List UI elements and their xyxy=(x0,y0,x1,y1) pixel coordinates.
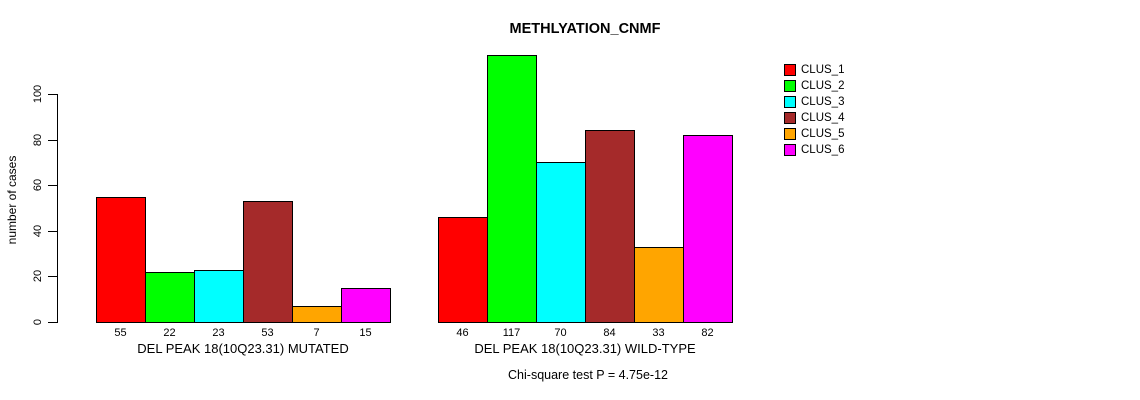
y-axis-tick-label: 100 xyxy=(32,84,44,104)
bar-value-label: 7 xyxy=(313,327,320,339)
y-axis-tick xyxy=(48,276,57,277)
bar-clus_3-group2 xyxy=(536,162,586,323)
y-axis-tick-label: 80 xyxy=(32,133,44,147)
chart-title: METHLYATION_CNMF xyxy=(509,21,661,37)
y-axis-tick xyxy=(48,140,57,141)
bar-value-label: 46 xyxy=(456,327,469,339)
bar-clus_4-group1 xyxy=(243,201,293,323)
bar-value-label: 23 xyxy=(212,327,225,339)
bar-value-label: 33 xyxy=(652,327,665,339)
bar-clus_2-group2 xyxy=(487,55,537,323)
legend-swatch-icon xyxy=(784,128,796,140)
bar-value-label: 22 xyxy=(163,327,176,339)
legend-item-clus_2: CLUS_2 xyxy=(784,78,844,94)
y-axis-line xyxy=(57,94,58,323)
y-axis-tick xyxy=(48,185,57,186)
legend-label: CLUS_2 xyxy=(801,80,845,92)
bar-clus_3-group1 xyxy=(194,270,244,323)
bar-value-label: 117 xyxy=(502,327,521,339)
bar-clus_1-group1 xyxy=(96,197,146,323)
bar-value-label: 82 xyxy=(701,327,714,339)
bar-clus_5-group1 xyxy=(292,306,342,323)
x-axis-group-label: DEL PEAK 18(10Q23.31) WILD-TYPE xyxy=(474,341,696,356)
legend-swatch-icon xyxy=(784,64,796,76)
y-axis-tick-label: 0 xyxy=(32,318,44,326)
legend-item-clus_6: CLUS_6 xyxy=(784,142,844,158)
legend: CLUS_1 CLUS_2 CLUS_3 CLUS_4 CLUS_5 CLUS_6 xyxy=(784,62,844,158)
legend-label: CLUS_1 xyxy=(801,64,845,76)
bar-clus_1-group2 xyxy=(438,217,488,323)
legend-label: CLUS_3 xyxy=(801,96,845,108)
legend-label: CLUS_5 xyxy=(801,128,845,140)
legend-label: CLUS_6 xyxy=(801,144,845,156)
y-axis-tick-label: 20 xyxy=(32,269,44,283)
y-axis-title: number of cases xyxy=(5,155,19,245)
legend-item-clus_1: CLUS_1 xyxy=(784,62,844,78)
bar-value-label: 55 xyxy=(114,327,127,339)
y-axis-tick xyxy=(48,322,57,323)
bar-clus_6-group2 xyxy=(683,135,733,323)
legend-item-clus_3: CLUS_3 xyxy=(784,94,844,110)
x-axis-group-label: DEL PEAK 18(10Q23.31) MUTATED xyxy=(137,341,349,356)
legend-item-clus_4: CLUS_4 xyxy=(784,110,844,126)
legend-item-clus_5: CLUS_5 xyxy=(784,126,844,142)
y-axis-tick xyxy=(48,231,57,232)
legend-swatch-icon xyxy=(784,96,796,108)
bar-value-label: 53 xyxy=(261,327,274,339)
chi-square-annotation: Chi-square test P = 4.75e-12 xyxy=(508,368,668,382)
legend-swatch-icon xyxy=(784,144,796,156)
legend-swatch-icon xyxy=(784,112,796,124)
bar-clus_6-group1 xyxy=(341,288,391,323)
y-axis-tick-label: 40 xyxy=(32,224,44,238)
legend-label: CLUS_4 xyxy=(801,112,845,124)
bar-value-label: 15 xyxy=(359,327,372,339)
legend-swatch-icon xyxy=(784,80,796,92)
bar-value-label: 84 xyxy=(603,327,616,339)
bar-clus_5-group2 xyxy=(634,247,684,323)
bar-clus_4-group2 xyxy=(585,130,635,323)
bar-clus_2-group1 xyxy=(145,272,195,323)
bar-value-label: 70 xyxy=(554,327,567,339)
y-axis-tick-label: 60 xyxy=(32,178,44,192)
y-axis-tick xyxy=(48,94,57,95)
